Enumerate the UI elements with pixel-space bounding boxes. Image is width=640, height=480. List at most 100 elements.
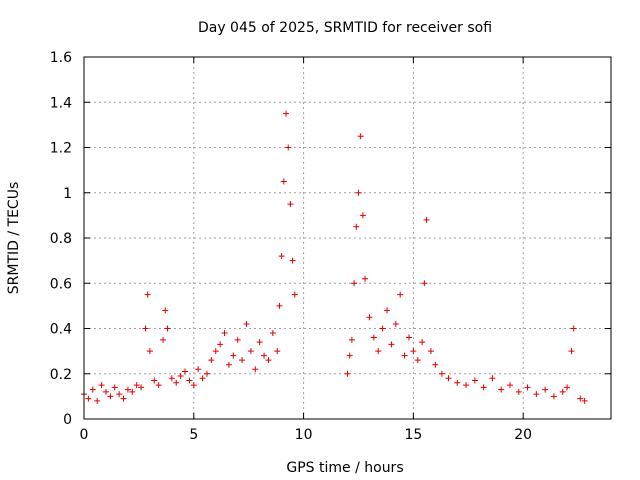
data-point <box>151 377 158 384</box>
data-point <box>414 357 421 364</box>
data-point <box>144 291 151 298</box>
data-point <box>489 375 496 382</box>
data-point <box>203 370 210 377</box>
data-point <box>85 395 92 402</box>
y-axis-label: SRMTID / TECUs <box>6 182 22 295</box>
x-tick-label: 20 <box>514 427 532 443</box>
data-point <box>107 393 114 400</box>
data-point <box>445 375 452 382</box>
data-point <box>234 336 241 343</box>
data-point <box>98 382 105 389</box>
data-point <box>291 291 298 298</box>
data-point <box>506 382 513 389</box>
data-point <box>362 275 369 282</box>
data-point <box>102 388 109 395</box>
data-point <box>94 397 101 404</box>
y-tick-label: 0.2 <box>50 367 72 383</box>
data-point <box>146 348 153 355</box>
data-point <box>379 325 386 332</box>
data-point <box>432 361 439 368</box>
data-point <box>155 382 162 389</box>
data-point <box>366 314 373 321</box>
plot-frame <box>83 56 612 420</box>
data-point <box>423 216 430 223</box>
data-point <box>550 393 557 400</box>
data-point <box>124 386 131 393</box>
data-point <box>190 382 197 389</box>
data-point <box>355 189 362 196</box>
y-tick-label: 0.4 <box>50 322 72 338</box>
data-point <box>269 330 276 337</box>
data-point <box>120 395 127 402</box>
data-point <box>559 388 566 395</box>
data-point <box>564 384 571 391</box>
data-point <box>533 391 540 398</box>
data-point <box>239 357 246 364</box>
data-point <box>353 223 360 230</box>
data-point <box>212 348 219 355</box>
data-point <box>287 201 294 208</box>
data-point <box>357 133 364 140</box>
data-point <box>454 379 461 386</box>
data-point <box>217 341 224 348</box>
data-point <box>278 253 285 260</box>
data-point <box>162 307 169 314</box>
data-point <box>182 368 189 375</box>
data-point <box>346 352 353 359</box>
data-point <box>401 352 408 359</box>
data-point <box>221 330 228 337</box>
data-point <box>276 302 283 309</box>
data-point <box>138 384 145 391</box>
x-axis-label: GPS time / hours <box>286 460 403 476</box>
data-point <box>375 348 382 355</box>
data-point <box>116 391 123 398</box>
data-point <box>168 375 175 382</box>
data-point <box>285 144 292 151</box>
data-point <box>581 397 588 404</box>
data-point <box>274 348 281 355</box>
data-point <box>498 386 505 393</box>
data-point <box>427 348 434 355</box>
data-point <box>344 370 351 377</box>
data-points <box>81 110 588 404</box>
x-tick-label: 0 <box>80 427 89 443</box>
data-point <box>515 388 522 395</box>
y-tick-label: 0.8 <box>50 231 72 247</box>
data-point <box>177 373 184 380</box>
data-point <box>160 336 167 343</box>
data-point <box>230 352 237 359</box>
data-point <box>247 348 254 355</box>
chart-title: Day 045 of 2025, SRMTID for receiver sof… <box>198 20 492 36</box>
data-point <box>208 357 215 364</box>
data-point <box>388 341 395 348</box>
data-point <box>199 375 206 382</box>
data-point <box>471 377 478 384</box>
data-point <box>384 307 391 314</box>
data-point <box>111 384 118 391</box>
data-point <box>463 382 470 389</box>
y-tick-label: 1.2 <box>50 141 72 157</box>
data-point <box>348 336 355 343</box>
data-point <box>570 325 577 332</box>
y-tick-label: 1.6 <box>50 50 72 66</box>
data-point <box>359 212 366 219</box>
y-tick-label: 1.4 <box>50 95 72 111</box>
data-point <box>524 384 531 391</box>
data-point <box>256 339 263 346</box>
data-point <box>142 325 149 332</box>
data-point <box>195 366 202 373</box>
data-point <box>186 377 193 384</box>
data-point <box>265 357 272 364</box>
data-point <box>568 348 575 355</box>
data-point <box>261 352 268 359</box>
data-point <box>542 386 549 393</box>
data-point <box>410 348 417 355</box>
data-point <box>370 334 377 341</box>
x-tick-label: 5 <box>189 427 198 443</box>
data-point <box>392 320 399 327</box>
data-point <box>283 110 290 117</box>
data-point <box>480 384 487 391</box>
data-point <box>289 257 296 264</box>
data-point <box>173 379 180 386</box>
